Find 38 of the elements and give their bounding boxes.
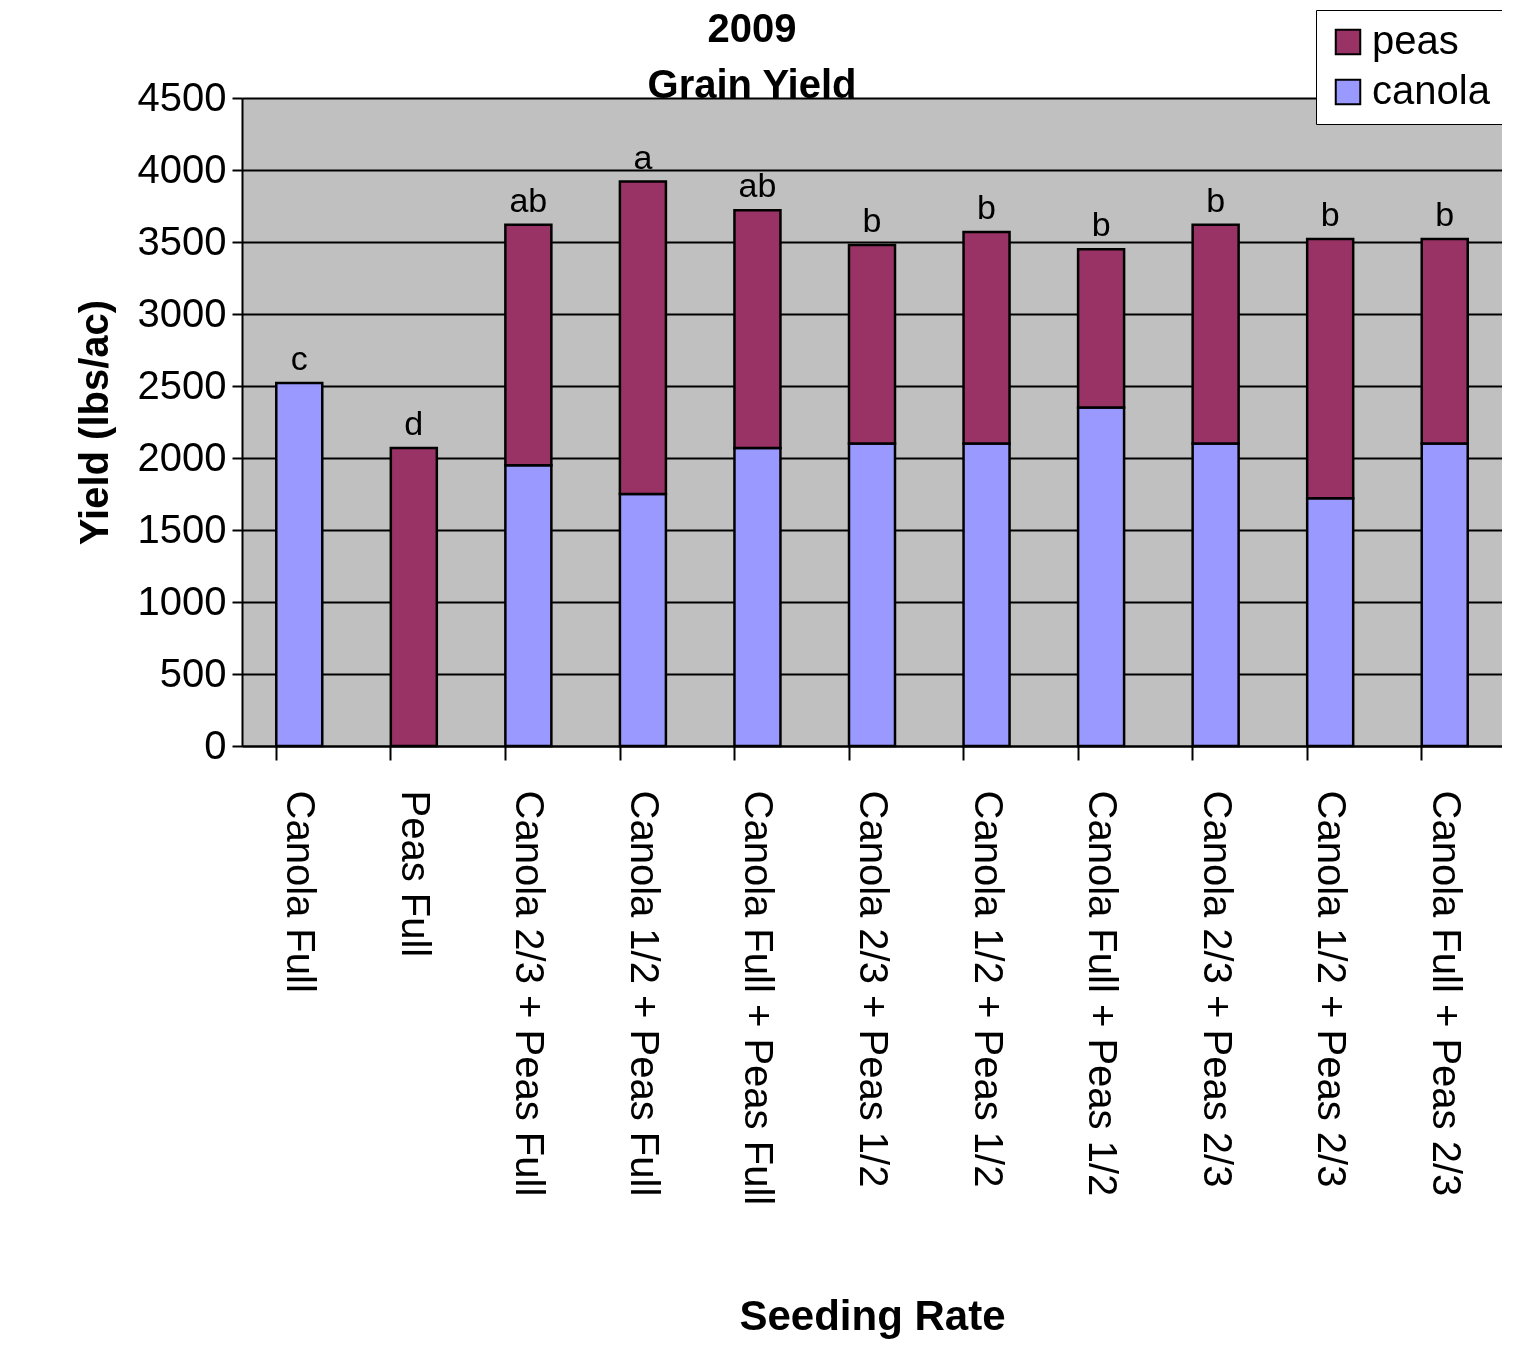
- annotation: b: [977, 187, 997, 226]
- legend-label: peas: [1372, 18, 1459, 62]
- chart-subtitle: Grain Yield: [647, 61, 857, 106]
- annotation: b: [1091, 205, 1111, 244]
- annotation: b: [1206, 180, 1226, 219]
- y-tick-label: 1500: [137, 506, 227, 551]
- x-tick-label: Canola 1/2 + Peas Full: [622, 790, 667, 1197]
- y-tick-label: 500: [159, 650, 227, 695]
- x-tick-label: Canola 2/3 + Peas Full: [508, 790, 553, 1197]
- x-tick-label: Peas Full: [393, 790, 438, 958]
- y-tick-label: 2000: [137, 434, 227, 479]
- y-tick-label: 4000: [137, 146, 227, 191]
- chart-title: 2009: [707, 5, 797, 50]
- x-tick-label: Canola Full + Peas 2/3: [1424, 790, 1469, 1197]
- y-tick-label: 1000: [137, 578, 227, 623]
- x-tick-label: Canola Full: [279, 790, 324, 993]
- y-tick-label: 3000: [137, 290, 227, 335]
- x-tick-label: Canola 1/2 + Peas 1/2: [966, 790, 1011, 1188]
- x-tick-label: Canola 1/2 + Peas 2/3: [1310, 790, 1355, 1188]
- annotation: ab: [738, 166, 777, 205]
- y-axis-title: Yield (lbs/ac): [71, 299, 116, 546]
- x-tick-label: Canola Full + Peas Full: [737, 790, 782, 1206]
- annotation: b: [1435, 195, 1455, 234]
- x-tick-label: Canola 2/3 + Peas 1/2: [852, 790, 896, 1188]
- annotation: a: [633, 137, 653, 176]
- legend-label: canola: [1372, 68, 1491, 112]
- x-tick-label: Canola Full + Peas 1/2: [1081, 790, 1126, 1197]
- y-tick-label: 3500: [137, 218, 227, 263]
- annotation: c: [290, 339, 308, 378]
- x-axis-title: Seeding Rate: [739, 1291, 1006, 1339]
- annotation: d: [404, 403, 424, 442]
- annotation: ab: [509, 180, 548, 219]
- y-tick-label: 0: [204, 722, 227, 767]
- annotation: b: [1320, 195, 1340, 234]
- annotation: b: [862, 200, 882, 239]
- y-tick-label: 4500: [137, 74, 227, 119]
- x-tick-label: Canola 2/3 + Peas 2/3: [1195, 790, 1240, 1188]
- y-tick-label: 2500: [137, 362, 227, 407]
